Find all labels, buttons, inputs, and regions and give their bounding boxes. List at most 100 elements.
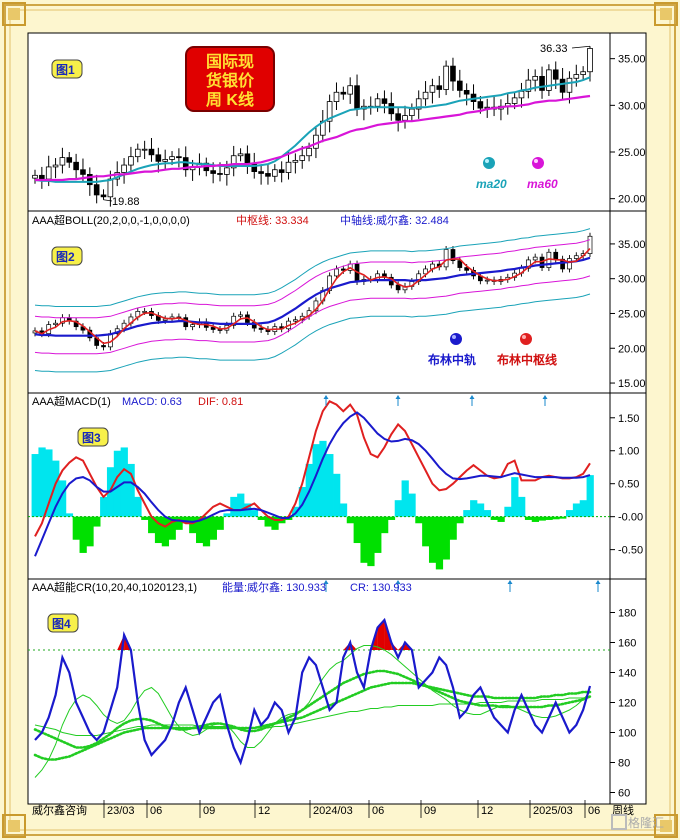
macd-bar bbox=[79, 516, 87, 553]
cr-overbought-fill bbox=[377, 620, 385, 650]
boll-inner-upper bbox=[34, 239, 591, 319]
macd-header-macd: MACD: 0.63 bbox=[122, 396, 182, 408]
x-tick-label: 12 bbox=[258, 805, 270, 817]
candle bbox=[230, 145, 237, 177]
candle bbox=[333, 82, 340, 110]
candle bbox=[443, 60, 449, 96]
svg-text:图2: 图2 bbox=[56, 250, 75, 264]
macd-bar bbox=[52, 460, 60, 517]
logo-line-1: 国际现 bbox=[206, 53, 254, 71]
boll-outer-upper bbox=[34, 228, 591, 307]
candle bbox=[395, 106, 401, 132]
candle bbox=[415, 90, 422, 119]
boll-candle bbox=[231, 312, 237, 329]
macd-bar bbox=[202, 516, 211, 547]
badge-p3: 图3 bbox=[77, 427, 109, 447]
macd-bar bbox=[346, 516, 355, 524]
candle bbox=[292, 153, 299, 174]
corner-ornament-bl bbox=[2, 814, 26, 838]
signal-arrow-head bbox=[542, 395, 548, 399]
candle bbox=[100, 189, 107, 200]
boll-header-title: AAA超BOLL(20,2,0,0,-1,0,0,0,0) bbox=[32, 213, 190, 227]
macd-header-dif: DIF: 0.81 bbox=[198, 396, 243, 408]
footer-source: 威尔鑫咨询 bbox=[32, 803, 87, 817]
logo-line-3: 周 K线 bbox=[206, 90, 254, 109]
candle bbox=[463, 83, 470, 106]
candle bbox=[237, 148, 244, 162]
outer-border bbox=[4, 4, 676, 836]
candle bbox=[285, 151, 292, 180]
high-leader bbox=[571, 45, 591, 49]
svg-text:ma60: ma60 bbox=[527, 177, 558, 191]
svg-text:布林中轨: 布林中轨 bbox=[428, 352, 476, 367]
macd-bar bbox=[559, 516, 567, 519]
cr-header-title: AAA超能CR(10,20,40,1020123,1) bbox=[32, 580, 197, 594]
y-tick-label: 180 bbox=[618, 608, 636, 620]
signal-arrow-head bbox=[323, 395, 329, 399]
macd-bar bbox=[333, 473, 341, 517]
cr-ma-a bbox=[33, 669, 592, 749]
macd-bar bbox=[319, 440, 327, 517]
x-tick-label: 2024/03 bbox=[313, 805, 353, 817]
macd-bar bbox=[339, 503, 348, 517]
y-axis-ticks: 20.00 25.00 30.00 35.00 15.00 20.00 25.00 30.00… bbox=[610, 54, 646, 800]
macd-bar bbox=[230, 496, 238, 517]
macd-bar bbox=[312, 444, 320, 517]
badge-p1: 图1 bbox=[51, 59, 83, 79]
signal-arrow-head bbox=[323, 580, 329, 584]
ma60-line bbox=[35, 94, 591, 182]
macd-header-title: AAA超MACD(1) bbox=[32, 394, 111, 408]
title-logo: 国际现 货银价 周 K线 bbox=[185, 46, 275, 112]
macd-bar bbox=[476, 503, 485, 517]
macd-bar bbox=[216, 516, 224, 530]
macd-bar bbox=[65, 513, 74, 517]
boll-mid-legend: 布林中轨 bbox=[428, 333, 476, 367]
macd-bar bbox=[100, 496, 108, 517]
candle bbox=[457, 69, 463, 98]
boll-candle bbox=[484, 276, 490, 285]
macd-bar bbox=[552, 516, 560, 520]
boll-candle bbox=[443, 246, 449, 271]
panel-3-macd bbox=[28, 395, 610, 570]
candle bbox=[573, 64, 580, 87]
macd-bar bbox=[38, 447, 46, 517]
boll-inner-lower bbox=[34, 275, 591, 355]
candle bbox=[525, 68, 532, 99]
boll-outer-lower bbox=[34, 293, 591, 373]
y-tick-label: 25.00 bbox=[618, 308, 646, 320]
candle bbox=[155, 147, 162, 173]
corner-ornament-br bbox=[654, 814, 678, 838]
x-axis-labels: 23/03 06 09 12 2024/03 06 09 12 2025/03 06 bbox=[103, 800, 600, 818]
footer-period: 周线 bbox=[612, 803, 634, 817]
macd-bar bbox=[223, 513, 231, 517]
y-tick-label: 20.00 bbox=[618, 194, 646, 206]
candle bbox=[272, 164, 278, 182]
candle bbox=[128, 146, 134, 174]
macd-bar bbox=[326, 454, 334, 517]
candle bbox=[580, 66, 586, 81]
y-tick-label: 0.50 bbox=[618, 479, 639, 491]
svg-text:ma20: ma20 bbox=[476, 177, 507, 191]
candle bbox=[326, 94, 333, 133]
macd-bar bbox=[237, 493, 245, 517]
boll-candle bbox=[587, 232, 593, 258]
candle bbox=[347, 77, 353, 104]
cr-ma-b bbox=[33, 681, 592, 761]
macd-bar bbox=[586, 475, 594, 517]
boll-candle bbox=[567, 255, 572, 273]
cr-header-cr: CR: 130.933 bbox=[350, 582, 412, 594]
candle bbox=[32, 169, 38, 184]
panel-4-cr bbox=[28, 580, 610, 778]
y-tick-label: 140 bbox=[618, 668, 636, 680]
plot-area bbox=[27, 32, 611, 805]
macd-bar bbox=[387, 516, 396, 520]
y-tick-label: 20.00 bbox=[618, 343, 646, 355]
low-leader bbox=[103, 199, 113, 202]
signal-arrow-head bbox=[595, 580, 601, 584]
boll-header-center: 中枢线: 33.334 bbox=[236, 213, 309, 227]
macd-bar bbox=[545, 516, 553, 520]
macd-bar bbox=[394, 500, 402, 517]
macd-bar bbox=[428, 516, 437, 563]
boll-header-axis: 中轴线:威尔鑫: 32.484 bbox=[340, 213, 449, 227]
y-tick-label: 30.00 bbox=[618, 100, 646, 112]
